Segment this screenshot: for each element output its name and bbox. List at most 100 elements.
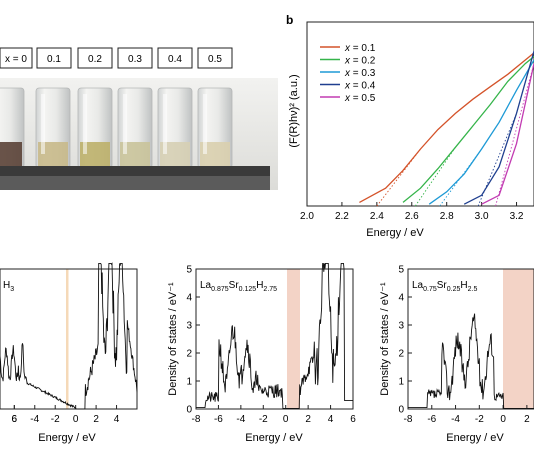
b-series-line <box>359 52 534 203</box>
dos-xtick-label: 0 <box>500 414 506 425</box>
dos1-shade <box>66 269 69 409</box>
dos-panel-2: Density of states / eV⁻¹ -8 -6 -4 -2 0 2 4 6 0 1 2… <box>167 262 356 444</box>
dos-ytick-label: 4 <box>398 293 404 304</box>
sample-label: 0.2 <box>88 54 102 65</box>
vial-highlight <box>123 94 127 154</box>
dos-xtick-label: -4 <box>30 414 39 425</box>
b-xtick-label: 2.8 <box>440 211 454 222</box>
b-onset-fit <box>477 113 517 207</box>
dos-xtick-label: 4 <box>114 414 120 425</box>
dos-xtick-label: -2 <box>475 414 484 425</box>
sample-label-box <box>0 47 33 69</box>
b-xtick-label: 2.2 <box>335 211 349 222</box>
b-onset-fit <box>439 148 482 207</box>
dos-xtick-label: -6 <box>214 414 223 425</box>
sample-label-box <box>77 47 113 69</box>
dos-xtick-label: 2 <box>93 414 99 425</box>
vial-highlight <box>203 94 207 154</box>
dos2-frame <box>195 268 354 410</box>
b-legend-label: x = 0.2 <box>344 56 376 67</box>
dos1-xlabel: Energy / eV <box>38 432 96 444</box>
dos-ytick-label: 0 <box>186 405 192 416</box>
sample-label-box <box>117 47 153 69</box>
vial-powder <box>0 142 22 168</box>
b-series-line <box>402 55 534 203</box>
panel-b: b (F(R)hν)² (a.u.) 2.0 2.2 2.4 2.6 2.8 3.0 3.2… <box>286 13 534 239</box>
dos-xtick-label: 4 <box>328 414 334 425</box>
sample-label-box <box>157 47 193 69</box>
dos3-ylabel: Density of states / eV⁻¹ <box>379 282 391 396</box>
dos-ytick-label: 0 <box>398 405 404 416</box>
dos-panel-3: Density of states / eV⁻¹ -8 -6 -4 -2 0 2 0 1 2 3 4… <box>379 265 534 444</box>
b-series-line <box>463 50 534 205</box>
b-legend-label: x = 0.3 <box>344 68 376 79</box>
dos2-xlabel: Energy / eV <box>245 432 303 444</box>
vial-highlight <box>83 94 87 154</box>
dos3-frame <box>407 268 534 410</box>
vial-highlight <box>41 94 45 154</box>
dos-ytick-label: 3 <box>398 321 404 332</box>
b-legend-label: x = 0.1 <box>344 43 376 54</box>
dos-xtick-label: -4 <box>451 414 460 425</box>
dos-xtick-label: 2 <box>524 414 530 425</box>
b-xtick-label: 2.0 <box>300 211 314 222</box>
dos2-title: La0.875Sr0.125H2.75 <box>200 280 277 293</box>
dos-ytick-label: 1 <box>398 377 404 388</box>
dos-xtick-label: 2 <box>305 414 311 425</box>
b-xtick-label: 3.2 <box>510 211 524 222</box>
dos-ytick-label: 2 <box>398 349 404 360</box>
b-xtick-label: 3.0 <box>475 211 489 222</box>
b-series-line <box>481 63 534 205</box>
dos-xtick-label: -6 <box>427 414 436 425</box>
dos-xtick-label: -8 <box>192 414 201 425</box>
vial-rack-base <box>0 176 270 190</box>
dos1-title: H3 <box>3 280 14 293</box>
dos-xtick-label: 6 <box>12 414 18 425</box>
b-onset-fit <box>495 63 534 207</box>
sample-label: 0.1 <box>47 54 61 65</box>
b-legend-label: x = 0.5 <box>344 93 376 104</box>
dos-xtick-label: -2 <box>259 414 268 425</box>
sample-label-box <box>197 47 233 69</box>
photo-panel: x = 0 0.1 0.2 0.3 0.4 0.5 <box>0 47 278 190</box>
b-xtick-label: 2.6 <box>405 211 419 222</box>
vial-highlight <box>163 94 167 154</box>
dos3-curve <box>408 313 534 409</box>
dos-ytick-label: 3 <box>186 321 192 332</box>
dos2-curve <box>196 262 353 409</box>
dos3-xlabel: Energy / eV <box>446 432 504 444</box>
sample-label: x = 0 <box>5 54 27 65</box>
dos-ytick-label: 4 <box>186 293 192 304</box>
dos-ytick-label: 5 <box>398 265 404 276</box>
b-onset-fit <box>376 148 421 207</box>
sample-label: 0.3 <box>128 54 142 65</box>
sample-label: 0.4 <box>168 54 182 65</box>
dos-ytick-label: 2 <box>186 349 192 360</box>
dos-panel-1: 6 -4 -2 0 2 46 H3 Energy / eV <box>0 262 138 444</box>
b-series-line <box>428 59 534 205</box>
dos-ytick-label: 1 <box>186 377 192 388</box>
dos2-shade <box>287 269 300 409</box>
dos-xtick-label: 6 <box>12 414 18 425</box>
dos-xtick-label: 0 <box>283 414 289 425</box>
vial-rack <box>0 166 270 176</box>
dos3-title: La0.75Sr0.25H2.5 <box>412 280 477 293</box>
panel-b-ylabel: (F(R)hν)² (a.u.) <box>288 74 300 147</box>
sample-label: 0.5 <box>208 54 222 65</box>
dos2-ylabel: Density of states / eV⁻¹ <box>167 282 179 396</box>
dos-xtick-label: -2 <box>51 414 60 425</box>
panel-b-xlabel: Energy / eV <box>366 227 424 239</box>
dos-xtick-label: -4 <box>236 414 245 425</box>
dos1-curve <box>0 262 138 410</box>
panel-letter-b: b <box>286 13 293 27</box>
dos-xtick-label: 0 <box>73 414 79 425</box>
sample-label-box <box>36 47 72 69</box>
dos1-frame <box>0 268 138 410</box>
dos-xtick-label: -8 <box>404 414 413 425</box>
b-legend-label: x = 0.4 <box>344 81 376 92</box>
panel-b-frame <box>306 21 534 207</box>
b-onset-fit <box>414 147 456 207</box>
dos3-shade <box>503 269 534 409</box>
dos-xtick-label: 6 <box>350 414 356 425</box>
